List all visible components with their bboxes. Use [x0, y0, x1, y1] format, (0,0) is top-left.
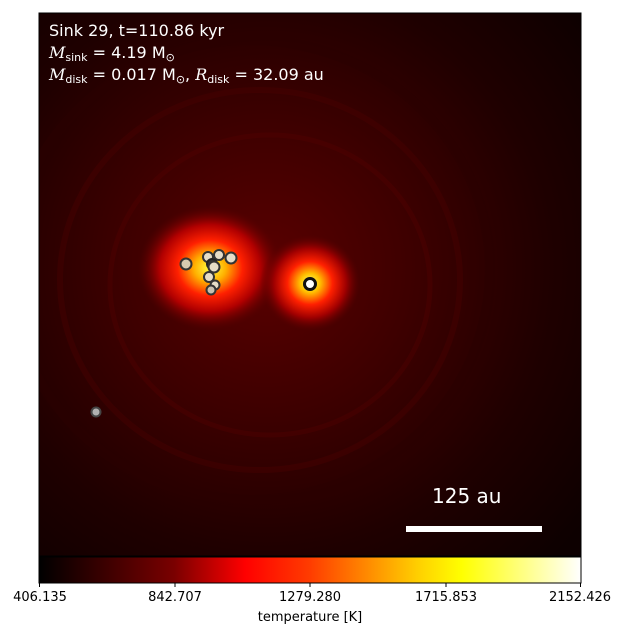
sink-particle [207, 260, 221, 274]
mdisk-symbol: M [49, 65, 66, 84]
mdisk-sub: disk [65, 73, 88, 86]
colorbar-tick-label: 406.135 [13, 590, 67, 605]
sink-mass-line: Msink = 4.19 M⊙ [49, 43, 175, 68]
sink-particle [205, 284, 217, 296]
rdisk-symbol: R [195, 65, 208, 84]
ring-structure [107, 132, 433, 438]
mdisk-value: = 0.017 M [87, 65, 176, 84]
colorbar-tick-label: 1715.853 [414, 590, 478, 605]
colorbar-tick-label: 2152.426 [548, 590, 612, 605]
sink-particle [90, 406, 102, 418]
sink-particle [179, 257, 193, 271]
sink-particles [90, 249, 317, 418]
sink-particle-main [303, 277, 317, 291]
msink-symbol: M [49, 43, 66, 62]
colorbar-tick-label: 842.707 [148, 590, 202, 605]
map-frame [38, 12, 582, 557]
ring-structure [57, 87, 463, 473]
separator: , [185, 65, 196, 84]
sink-particle [203, 271, 215, 283]
colorbar-tick-label: 1279.280 [278, 590, 342, 605]
ring-structure [39, 35, 495, 505]
scalebar [406, 526, 542, 532]
sink-particle [224, 251, 238, 265]
sink-info-line: Sink 29, t=110.86 kyr [49, 21, 225, 40]
msink-sun: ⊙ [165, 51, 175, 64]
msink-value: = 4.19 M [87, 43, 166, 62]
rdisk-value: = 32.09 au [229, 65, 324, 84]
mdisk-sun: ⊙ [175, 73, 186, 86]
colorbar-ticks [39, 583, 581, 587]
scalebar-label: 125 au [432, 484, 502, 508]
colorbar-label: temperature [K] [257, 610, 363, 625]
rdisk-sub: disk [207, 73, 230, 86]
disk-line: Mdisk = 0.017 M⊙, Rdisk = 32.09 au [49, 65, 324, 90]
sink-particle [213, 249, 225, 261]
msink-sub: sink [65, 51, 88, 64]
temperature-map-image [39, 13, 581, 556]
colorbar [38, 556, 582, 584]
